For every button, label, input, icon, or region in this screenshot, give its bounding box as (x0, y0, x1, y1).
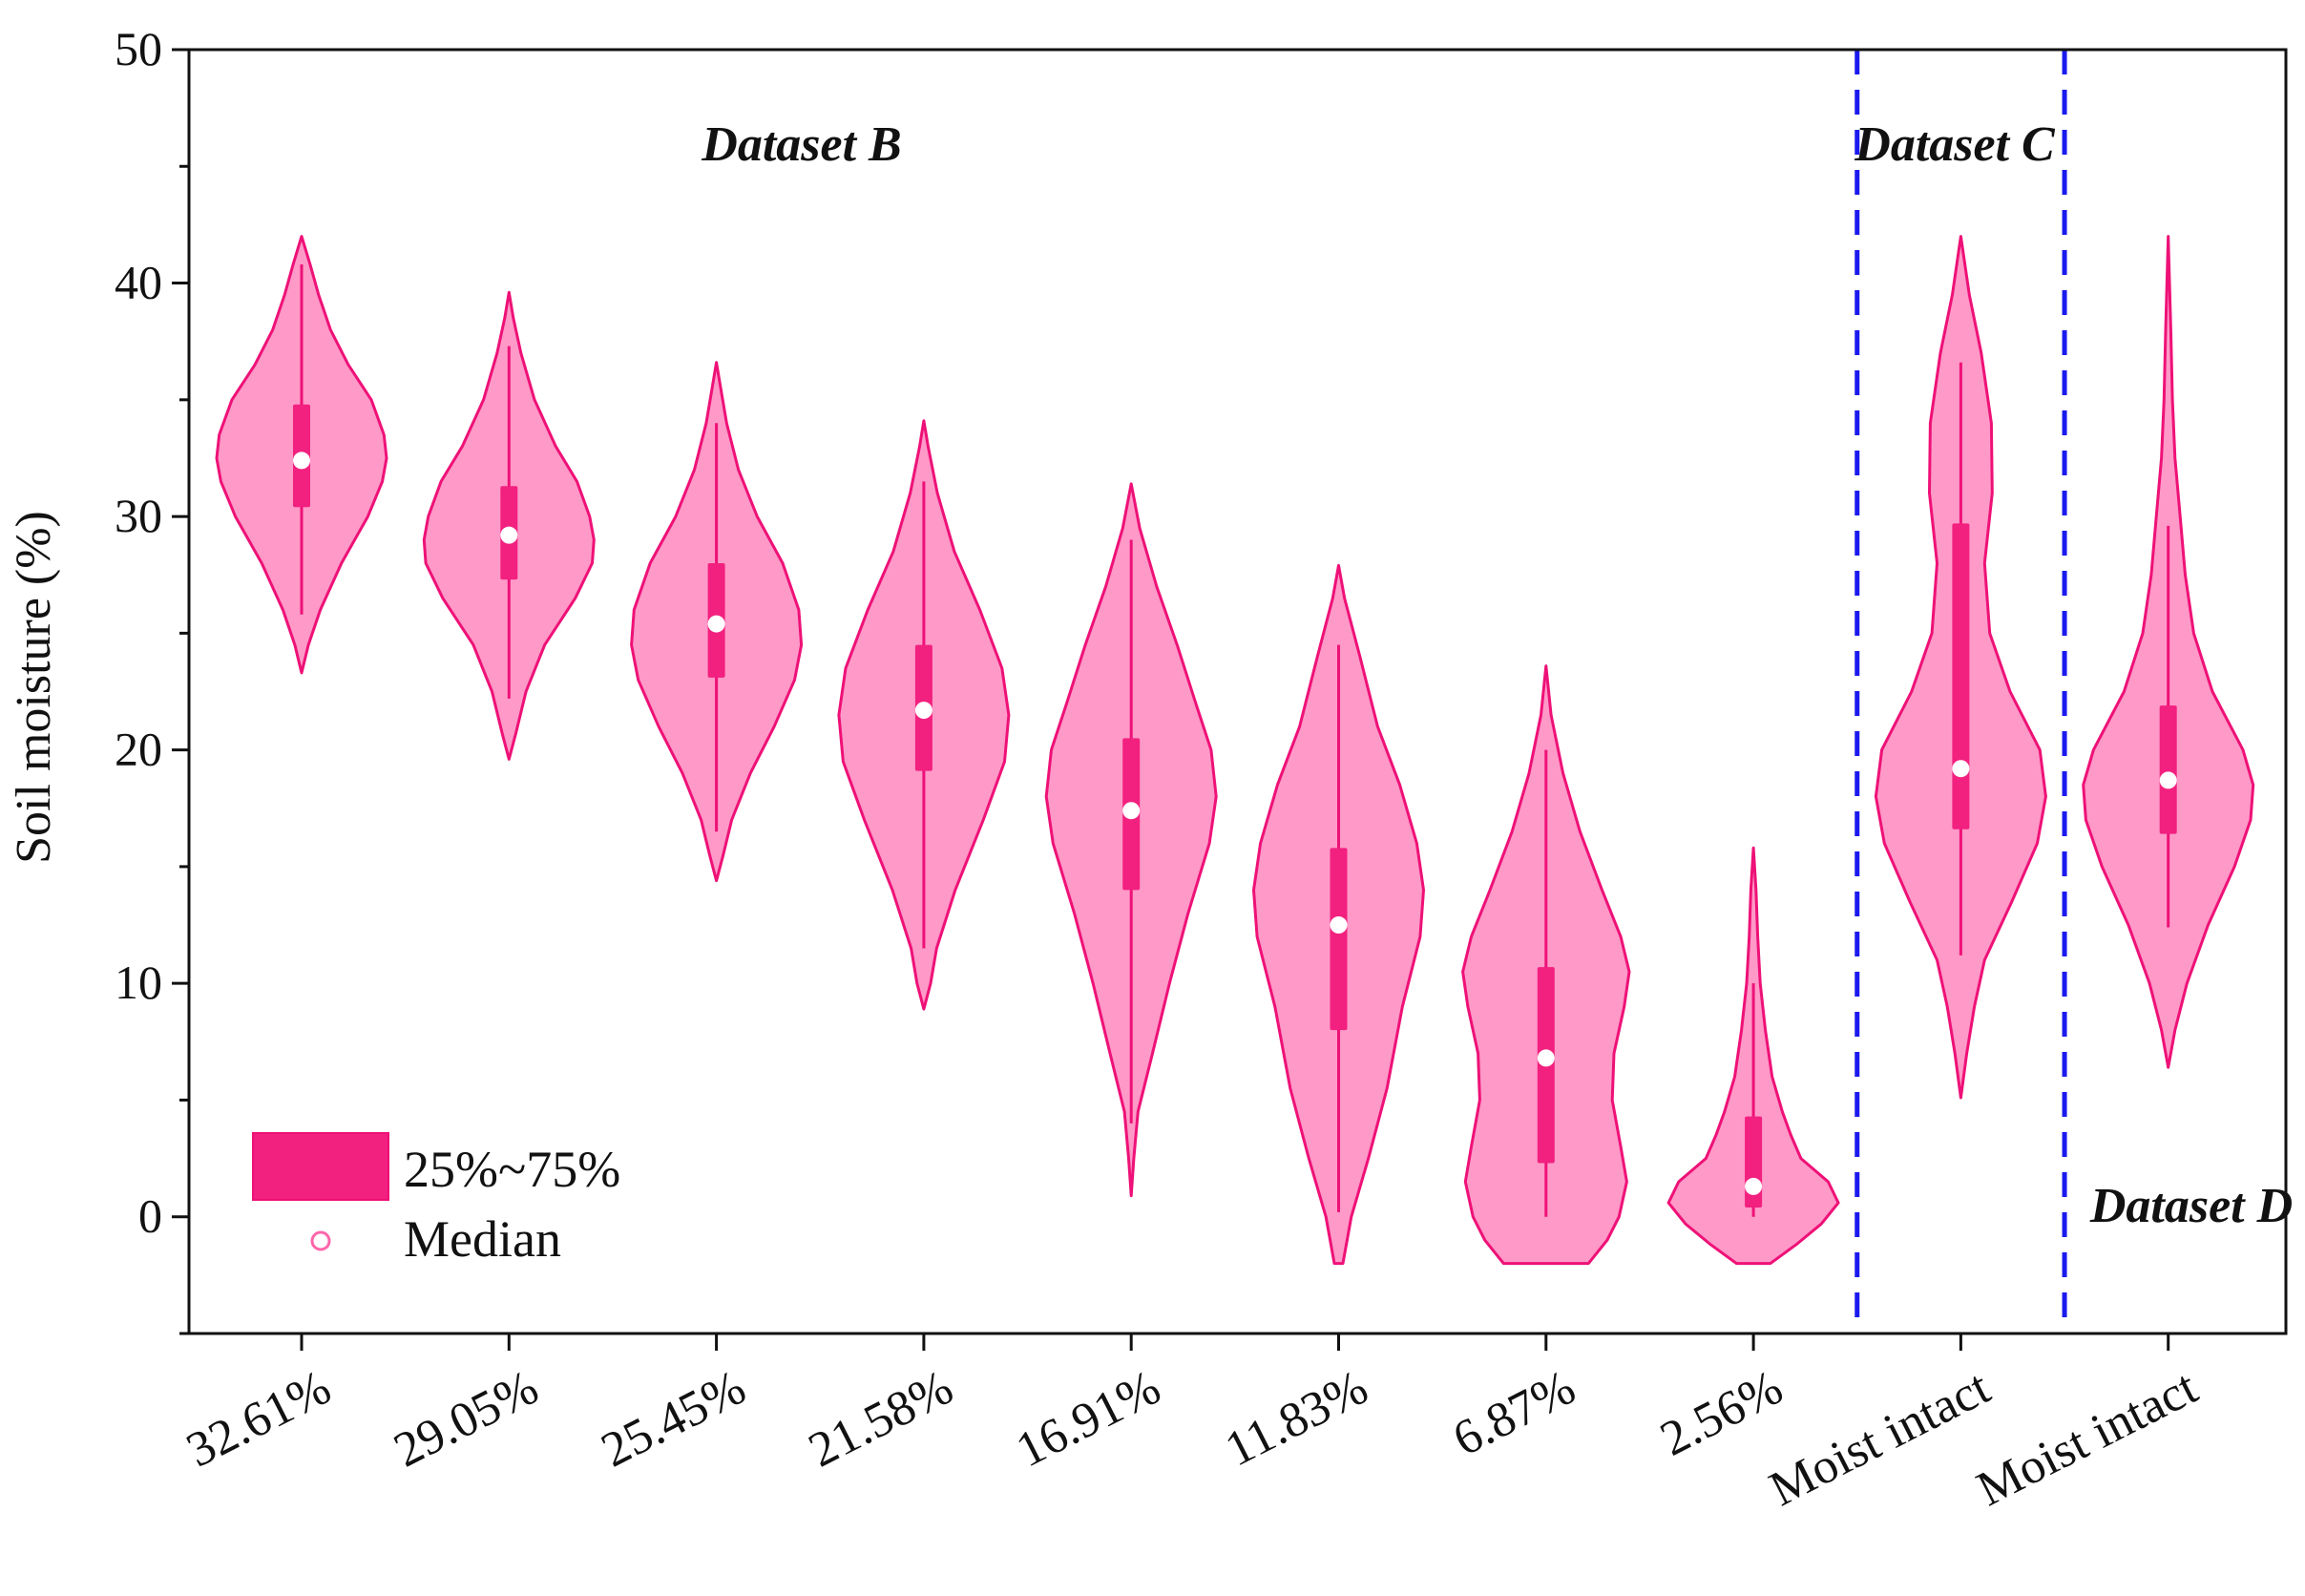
violin-median (500, 526, 518, 544)
violin-iqr-box (1952, 523, 1970, 830)
violin-median (1122, 802, 1141, 820)
y-tick-label: 10 (115, 956, 162, 1009)
x-tick-label: 32.61% (178, 1360, 340, 1479)
violin-median (1537, 1049, 1555, 1067)
violin-group (630, 361, 804, 883)
x-tick-label: Moist intact (1761, 1360, 1999, 1517)
violin-group (422, 290, 596, 761)
legend-iqr-swatch (252, 1132, 389, 1201)
violin-median (1330, 916, 1348, 934)
legend-iqr-label: 25%~75% (404, 1141, 620, 1198)
x-tick-label: 2.56% (1652, 1360, 1792, 1467)
x-tick-label: 11.83% (1217, 1360, 1376, 1478)
y-tick-label: 0 (138, 1189, 162, 1243)
plot-frame (187, 48, 2288, 1335)
violin-group (837, 419, 1011, 1011)
x-axis-ticks: 32.61% 29.05% 25.45% 21.58% 16.91% 11.83% 6.87… (178, 1334, 2207, 1517)
violin-group (1252, 563, 1425, 1266)
violin-group (1461, 664, 1631, 1266)
violin-median (293, 452, 310, 470)
dataset-dividers (1854, 50, 2067, 1334)
violin-group (1044, 482, 1218, 1198)
legend-median-label: Median (404, 1210, 561, 1268)
legend: 25%~75% Median (252, 1132, 620, 1268)
dataset-c-label: Dataset C (1854, 117, 2056, 172)
violin-median (2159, 771, 2177, 789)
x-tick-label: 16.91% (1008, 1360, 1169, 1479)
violin-median (707, 615, 725, 633)
y-tick-label: 20 (115, 723, 162, 776)
y-axis-title: Soil moisture (%) (7, 511, 61, 864)
violin-iqr-box (1330, 848, 1348, 1031)
dataset-b-label: Dataset B (701, 117, 901, 172)
x-tick-label: 29.05% (386, 1360, 547, 1479)
y-tick-label: 50 (115, 22, 162, 75)
violin-median (1745, 1177, 1763, 1195)
violin-group (1874, 235, 2047, 1100)
y-axis-ticks: 0 10 20 30 40 50 (115, 22, 189, 1335)
dataset-d-label: Dataset D (2089, 1179, 2293, 1233)
violin-layer (215, 235, 2255, 1266)
violin-group (2082, 235, 2255, 1069)
violin-group (1666, 846, 1840, 1266)
x-tick-label: 6.87% (1445, 1360, 1584, 1467)
x-tick-label: 25.45% (593, 1360, 754, 1479)
y-tick-label: 40 (115, 256, 162, 309)
y-tick-label: 30 (115, 489, 162, 542)
violin-median (1952, 760, 1970, 778)
violin-iqr-box (2159, 705, 2177, 834)
violin-median (914, 702, 932, 720)
x-tick-label: 21.58% (801, 1360, 962, 1479)
x-tick-label: Moist intact (1969, 1360, 2207, 1517)
legend-median-marker (310, 1230, 331, 1251)
violin-group (215, 235, 388, 675)
